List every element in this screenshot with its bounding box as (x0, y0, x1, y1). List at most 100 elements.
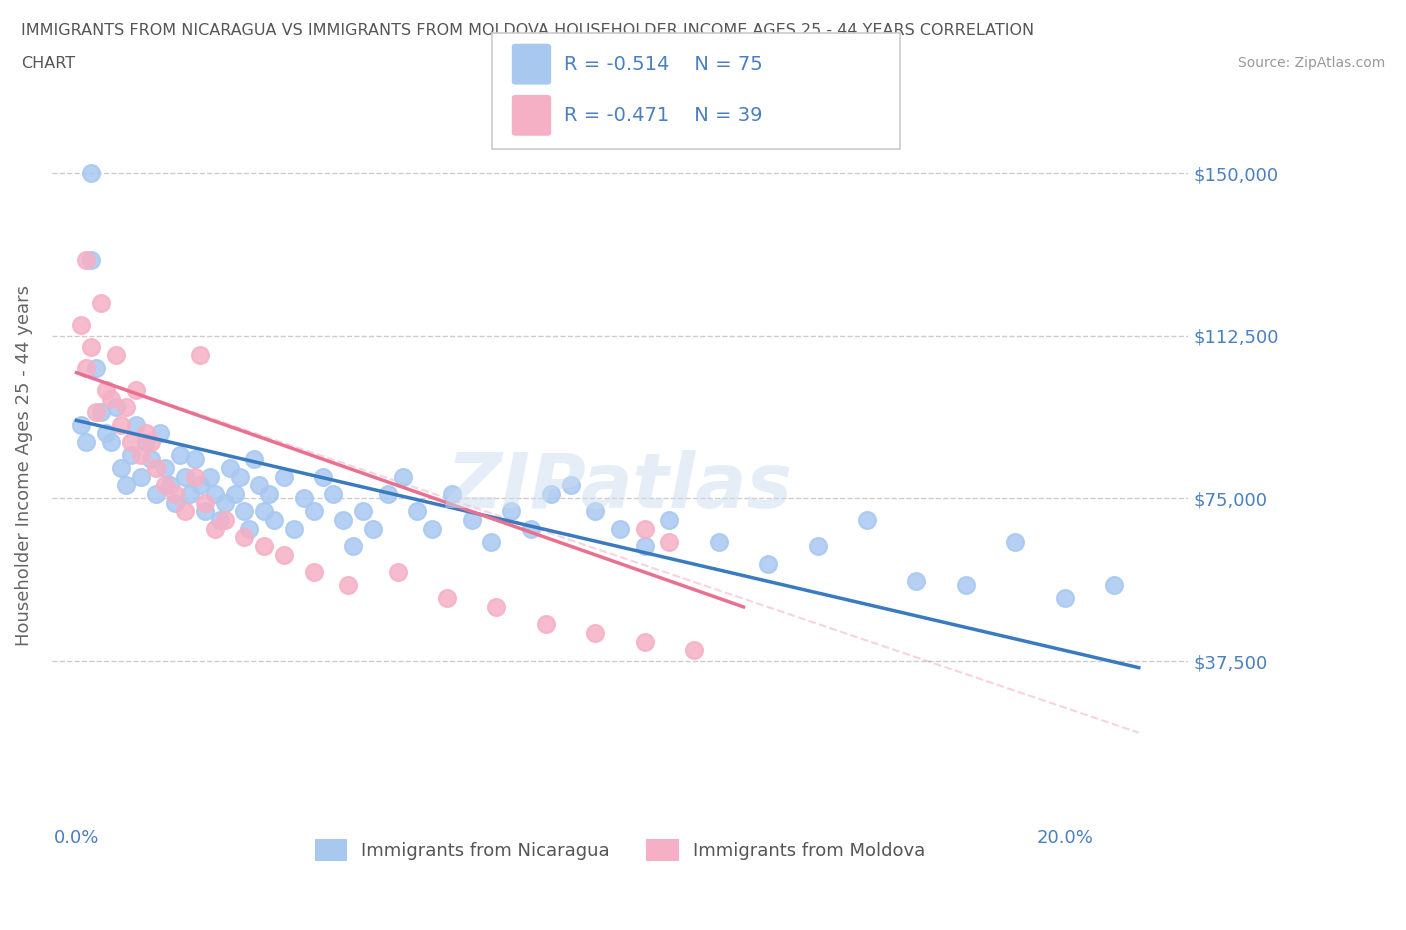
Point (322, 486, 344, 501)
Point (420, 522, 443, 537)
Point (634, 522, 657, 537)
Point (80, 166, 103, 180)
Text: CHART: CHART (21, 56, 75, 71)
Point (149, 426, 172, 441)
Point (352, 504, 374, 519)
Point (120, 447, 142, 462)
Point (540, 486, 562, 501)
Point (174, 504, 197, 519)
Point (228, 470, 250, 485)
Point (273, 470, 295, 485)
Point (257, 486, 280, 501)
Point (100, 392, 122, 406)
Point (184, 452, 207, 467)
Point (387, 565, 409, 579)
Point (159, 478, 181, 493)
Point (436, 591, 458, 605)
Point (583, 626, 606, 641)
Text: R = -0.514    N = 75: R = -0.514 N = 75 (564, 55, 762, 73)
Point (110, 460, 132, 475)
Point (302, 504, 325, 519)
Point (224, 486, 246, 501)
Point (214, 512, 236, 527)
Point (905, 574, 928, 589)
Point (707, 535, 730, 550)
Point (139, 452, 162, 467)
Point (534, 617, 557, 631)
Point (406, 504, 429, 519)
Point (560, 478, 582, 493)
Point (481, 535, 503, 550)
Point (1053, 591, 1076, 605)
Point (1102, 578, 1125, 592)
Text: Source: ZipAtlas.com: Source: ZipAtlas.com (1237, 56, 1385, 70)
Point (756, 556, 779, 571)
Point (263, 512, 285, 527)
Point (485, 600, 508, 615)
Point (233, 504, 256, 519)
Point (110, 418, 132, 432)
Point (75, 252, 97, 267)
Point (312, 470, 335, 485)
Point (90, 405, 112, 419)
Point (188, 478, 211, 493)
Point (501, 504, 523, 519)
Point (80, 252, 103, 267)
Y-axis label: Householder Income Ages 25 - 44 years: Householder Income Ages 25 - 44 years (15, 286, 32, 646)
Point (135, 434, 157, 449)
Point (184, 470, 207, 485)
Text: IMMIGRANTS FROM NICARAGUA VS IMMIGRANTS FROM MOLDOVA HOUSEHOLDER INCOME AGES 25 : IMMIGRANTS FROM NICARAGUA VS IMMIGRANTS … (21, 23, 1035, 38)
Point (70, 317, 93, 332)
Point (807, 538, 830, 553)
Point (520, 522, 543, 537)
Point (70, 418, 93, 432)
Point (129, 447, 152, 462)
Point (94, 382, 117, 397)
Point (634, 634, 657, 649)
Point (125, 382, 148, 397)
Point (75, 361, 97, 376)
Point (337, 578, 360, 592)
Text: ZIPatlas: ZIPatlas (447, 450, 793, 525)
Point (84, 361, 107, 376)
Point (233, 530, 256, 545)
Text: R = -0.471    N = 39: R = -0.471 N = 39 (564, 106, 762, 125)
Point (194, 504, 217, 519)
Point (856, 512, 879, 527)
Point (332, 512, 354, 527)
Point (461, 512, 484, 527)
Point (94, 426, 117, 441)
Point (243, 452, 266, 467)
Point (100, 434, 122, 449)
Point (683, 643, 706, 658)
Point (104, 348, 127, 363)
Point (292, 491, 315, 506)
Point (214, 496, 236, 511)
Point (1004, 535, 1026, 550)
Point (129, 470, 152, 485)
Point (391, 470, 413, 485)
Point (115, 478, 138, 493)
Point (135, 426, 157, 441)
Point (583, 504, 606, 519)
Point (342, 538, 364, 553)
Point (84, 405, 107, 419)
Point (155, 478, 177, 493)
Point (80, 339, 103, 354)
Point (658, 512, 681, 527)
Point (955, 578, 977, 592)
Point (253, 538, 276, 553)
Point (75, 434, 97, 449)
Point (198, 470, 221, 485)
Point (120, 434, 142, 449)
Point (179, 486, 201, 501)
Point (139, 434, 162, 449)
Point (194, 496, 217, 511)
Point (169, 447, 191, 462)
Point (155, 460, 177, 475)
Point (377, 486, 399, 501)
Point (204, 486, 226, 501)
Point (204, 522, 226, 537)
Point (104, 400, 127, 415)
Point (208, 512, 231, 527)
